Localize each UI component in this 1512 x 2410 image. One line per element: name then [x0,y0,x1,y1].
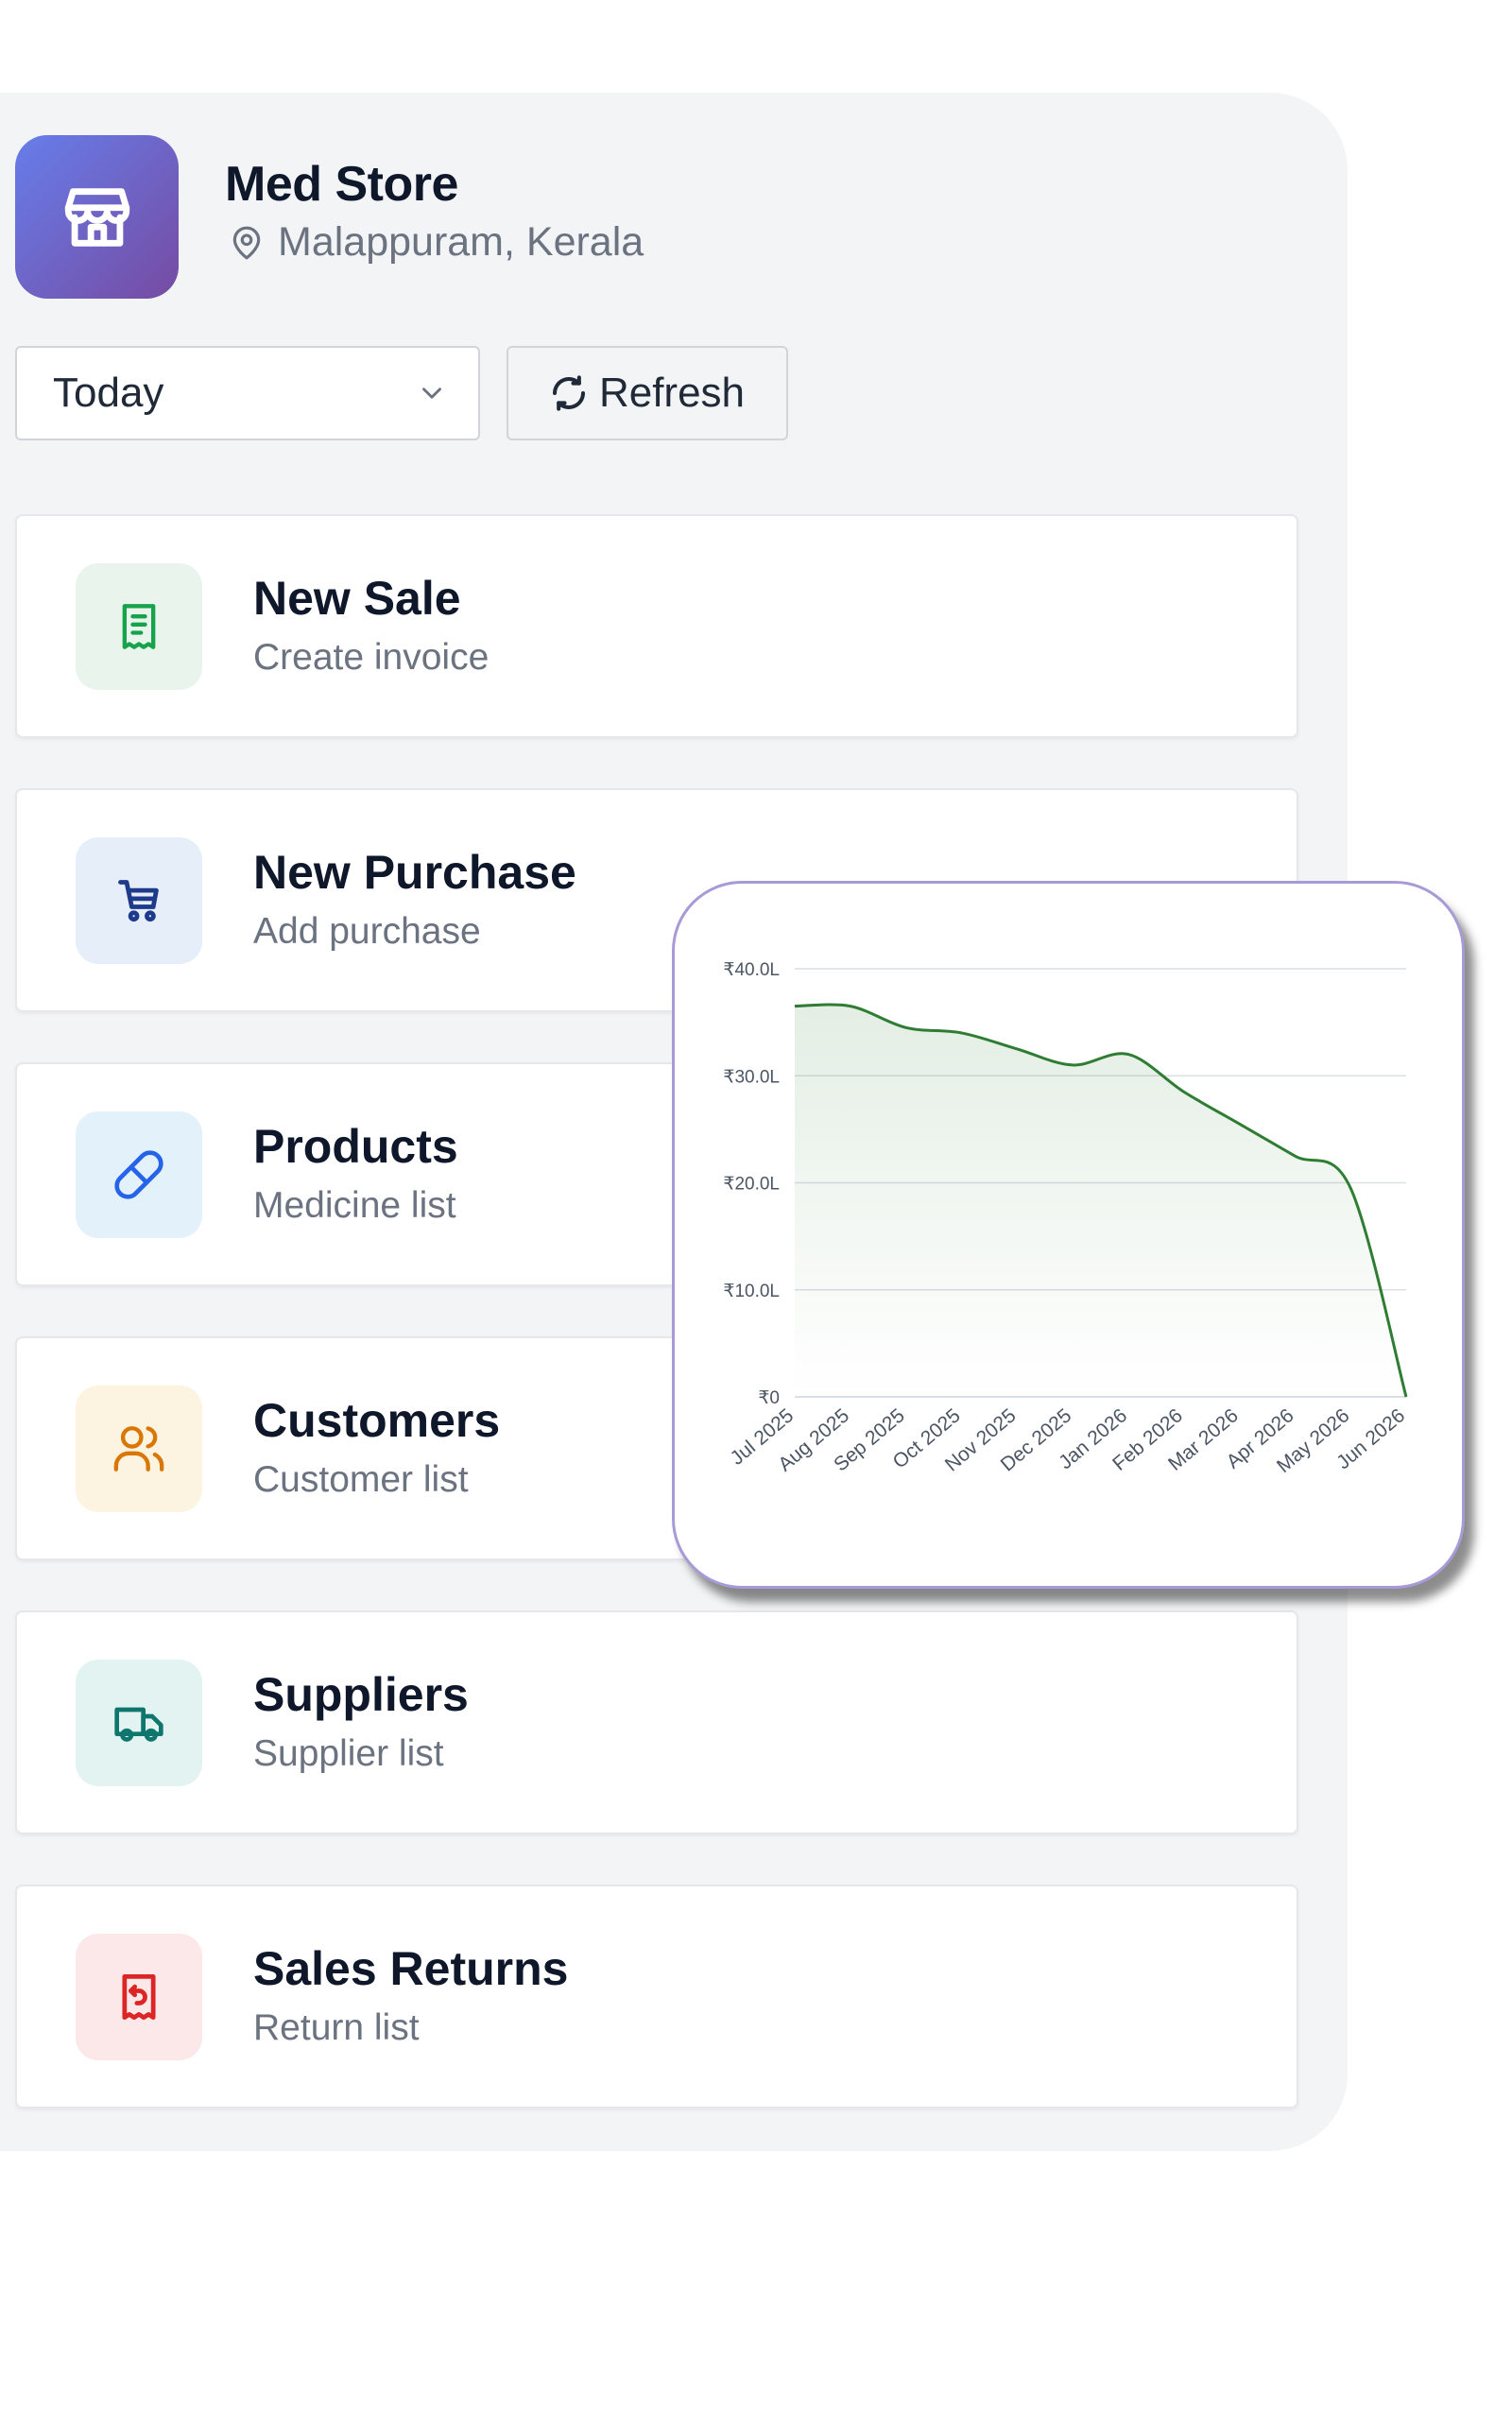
sales-trend-chart-card: ₹0 ₹10.0L ₹20.0L ₹30.0L ₹40.0L Jul 2025 Aug 20… [672,881,1465,1589]
refresh-icon [552,375,585,411]
card-title: Products [253,1120,458,1173]
refresh-button[interactable]: Refresh [507,346,788,440]
store-location: Malappuram, Kerala [229,219,644,266]
y-tick-label: ₹0 [758,1388,780,1408]
card-subtitle: Return list [253,2007,420,2048]
card-title: New Sale [253,572,461,625]
y-tick-label: ₹10.0L [723,1282,780,1301]
refresh-label: Refresh [598,370,746,416]
chevron-down-icon [422,387,441,399]
store-name: Med Store [225,157,458,212]
pill-icon [114,1150,163,1199]
truck-icon [114,1707,163,1742]
card-suppliers[interactable]: Suppliers Supplier list [15,1610,1298,1834]
cart-icon [118,880,159,922]
y-tick-label: ₹20.0L [723,1175,780,1195]
period-select[interactable]: Today [15,346,480,440]
card-title: Sales Returns [253,1942,569,1995]
card-icon-bg [76,837,202,964]
card-subtitle: Medicine list [253,1185,456,1226]
card-subtitle: Add purchase [253,911,481,952]
users-icon [113,1426,164,1472]
store-logo [15,135,179,299]
location-text: Malappuram, Kerala [278,219,644,265]
y-tick-label: ₹30.0L [723,1067,780,1087]
card-new-sale[interactable]: New Sale Create invoice [15,514,1298,738]
return-receipt-icon [122,1973,156,2021]
series-line [794,1003,1408,1398]
card-subtitle: Supplier list [253,1733,444,1774]
area-fill [795,1004,1406,1397]
map-pin-icon [232,226,261,259]
card-title: Suppliers [253,1668,469,1721]
store-icon [64,187,129,247]
card-title: New Purchase [253,846,576,899]
period-select-value: Today [53,370,164,416]
card-icon-bg [76,1660,202,1786]
card-title: Customers [253,1394,501,1447]
card-icon-bg [76,1386,202,1512]
y-tick-label: ₹40.0L [723,960,780,980]
card-icon-bg [76,563,202,690]
card-icon-bg [76,1934,202,2060]
receipt-icon [122,604,156,649]
card-subtitle: Create invoice [253,637,490,678]
card-subtitle: Customer list [253,1459,469,1500]
card-icon-bg [76,1111,202,1238]
card-sales-returns[interactable]: Sales Returns Return list [15,1885,1298,2109]
